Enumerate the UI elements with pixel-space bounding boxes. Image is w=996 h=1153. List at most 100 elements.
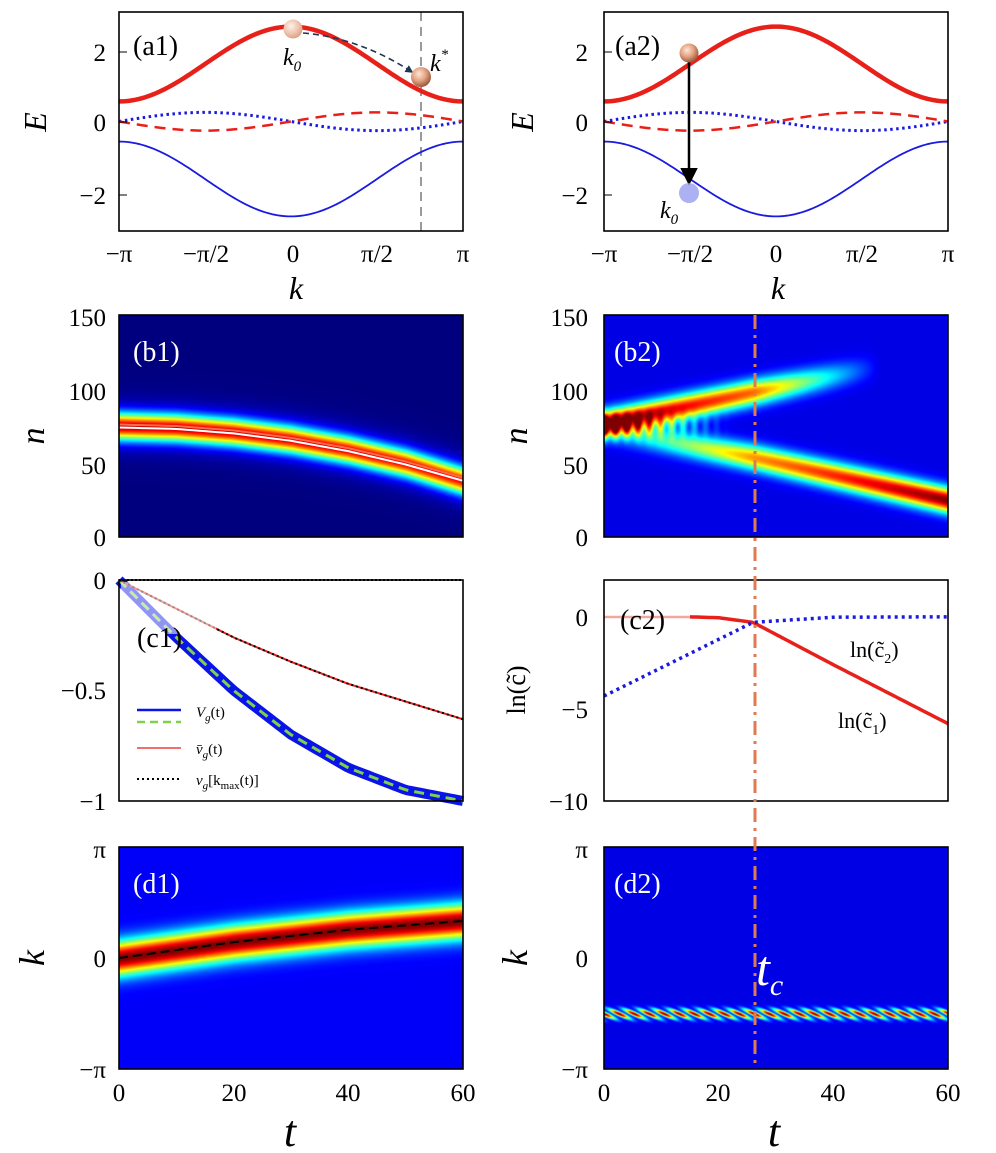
b1-ytick-150: 150 (69, 305, 107, 332)
b2-yticks: 150 100 50 0 (551, 305, 589, 552)
a2-ylabel: E (504, 112, 540, 133)
c1-ytick-m05: −0.5 (61, 678, 106, 705)
c1-panel-label: (c1) (137, 623, 182, 654)
d2-heatmap (604, 847, 948, 1069)
a1-dashed-band (118, 111, 464, 132)
a1-kstar-label: k* (430, 47, 449, 77)
a1-kstar-ball (411, 67, 431, 87)
a1-dotted-band (118, 110, 464, 133)
b1-white-line (118, 426, 464, 482)
d2-ylabel: k (495, 949, 535, 966)
panel-b2: (b2) n 150 100 50 0 (498, 305, 949, 552)
c2-ytick-m10: −10 (549, 789, 588, 816)
a1-transfer-arrow (302, 32, 414, 73)
c1-ytick-0: 0 (94, 568, 107, 595)
panel-d1: (d1) k t π 0 −π 0 20 40 60 (12, 837, 476, 1153)
a1-k0-ball (283, 19, 303, 39)
c1-Vg-green-dash (117, 578, 464, 803)
d2-ytick-0: 0 (576, 946, 589, 973)
c1-vk-dotted (118, 579, 464, 721)
b1-yticks: 150 100 50 0 (69, 305, 107, 552)
a1-ylabel: E (17, 112, 53, 133)
panel-a1: (a1) k0 k* E k 2 0 −2 −π −π/2 0 π/2 π (17, 11, 470, 306)
d1-xtick-0: 0 (113, 1080, 126, 1107)
d1-yticks: π 0 −π (79, 837, 106, 1084)
a2-dashed-band (603, 111, 949, 132)
a2-yticks: 2 0 −2 (561, 40, 612, 210)
b1-red-line (118, 423, 464, 479)
a1-xtick-pi: π (457, 241, 470, 268)
a2-ytick-m2: −2 (561, 183, 588, 210)
c1-legend: Vg(t) v̄g(t) vg[kmax(t)] (137, 705, 259, 792)
b2-ytick-50: 50 (563, 453, 588, 480)
a1-lower-band (118, 140, 464, 218)
d1-xtick-20: 20 (222, 1080, 247, 1107)
panel-c1: (c1) Vg(t) v̄g(t) vg[kmax(t)] 0 −0.5 −1 (61, 568, 464, 816)
a2-lower-band (603, 140, 949, 218)
c2-ytick-0: 0 (576, 605, 589, 632)
a1-ytick-2: 2 (94, 40, 107, 67)
d2-ytick-mpi: −π (561, 1057, 588, 1084)
a1-xtick-pi2: π/2 (361, 241, 393, 268)
d1-ridge-dash (118, 919, 464, 959)
b1-panel-label: (b1) (133, 337, 180, 368)
d1-ylabel: k (12, 949, 52, 966)
c2-yticks: 0 −5 −10 (549, 605, 588, 816)
a2-dotted-band (603, 110, 949, 133)
c2-panel-label: (c2) (620, 605, 665, 636)
c1-ytick-m1: −1 (79, 789, 106, 816)
panel-a2: (a2) k0 E k 2 0 −2 −π −π/2 0 π/2 π (504, 11, 955, 306)
c1-legend-vbar: v̄g(t) (196, 742, 222, 761)
c2-ytick-m5: −5 (561, 697, 588, 724)
a1-xlabel: k (289, 270, 304, 306)
b1-ytick-100: 100 (69, 379, 107, 406)
d1-ytick-pi: π (93, 837, 106, 864)
a2-xtick-pi: π (942, 241, 955, 268)
c2-ylabel: ln(c̃) (502, 665, 531, 714)
d1-ytick-mpi: −π (79, 1057, 106, 1084)
d1-xticks: 0 20 40 60 (113, 1080, 476, 1107)
d1-ytick-0: 0 (94, 946, 107, 973)
d2-yticks: π 0 −π (561, 837, 588, 1084)
b2-heatmap (604, 315, 948, 537)
a2-xlabel: k (771, 270, 786, 306)
a2-upper-band (603, 24, 949, 104)
d2-xtick-0: 0 (598, 1080, 611, 1107)
a1-ytick-0: 0 (94, 110, 107, 137)
d1-xtick-40: 40 (336, 1080, 361, 1107)
d2-xlabel: t (768, 1107, 782, 1153)
a2-lower-ball (679, 183, 699, 203)
b2-ytick-150: 150 (551, 305, 589, 332)
a2-k0-label: k0 (660, 198, 679, 228)
d2-xtick-40: 40 (821, 1080, 846, 1107)
a2-xtick-mpi2: −π/2 (667, 241, 713, 268)
a2-ytick-2: 2 (576, 40, 589, 67)
c1-start-fade (121, 582, 216, 634)
d1-xlabel: t (284, 1107, 298, 1153)
a2-ytick-0: 0 (576, 110, 589, 137)
d2-xtick-60: 60 (936, 1080, 961, 1107)
b2-ytick-0: 0 (576, 525, 589, 552)
a1-xtick-mpi: −π (106, 241, 133, 268)
d2-tc-label: tc (756, 940, 783, 1002)
b2-panel-label: (b2) (614, 337, 661, 368)
panel-d2: (d2) tc k t π 0 −π 0 20 40 60 (495, 837, 961, 1153)
panel-c2: (c2) ln(c̃2) ln(c̃1) ln(c̃) 0 −5 −10 (502, 579, 949, 816)
a1-k0-label: k0 (283, 45, 302, 75)
d2-panel-label: (d2) (614, 869, 661, 900)
b1-ylabel: n (15, 428, 52, 445)
a2-panel-label: (a2) (615, 31, 660, 62)
c1-yticks: 0 −0.5 −1 (61, 568, 106, 816)
d1-xtick-60: 60 (451, 1080, 476, 1107)
d1-panel-label: (d1) (133, 869, 180, 900)
d2-ytick-pi: π (575, 837, 588, 864)
a2-xtick-0: 0 (770, 241, 783, 268)
d1-heatmap (119, 847, 463, 1069)
a1-panel-label: (a1) (133, 31, 178, 62)
b2-ylabel: n (498, 428, 535, 445)
d2-xticks: 0 20 40 60 (598, 1080, 961, 1107)
a1-ytick-m2: −2 (79, 183, 106, 210)
c1-legend-vk: vg[kmax(t)] (196, 773, 259, 792)
a2-xticks: −π −π/2 0 π/2 π (591, 241, 955, 268)
